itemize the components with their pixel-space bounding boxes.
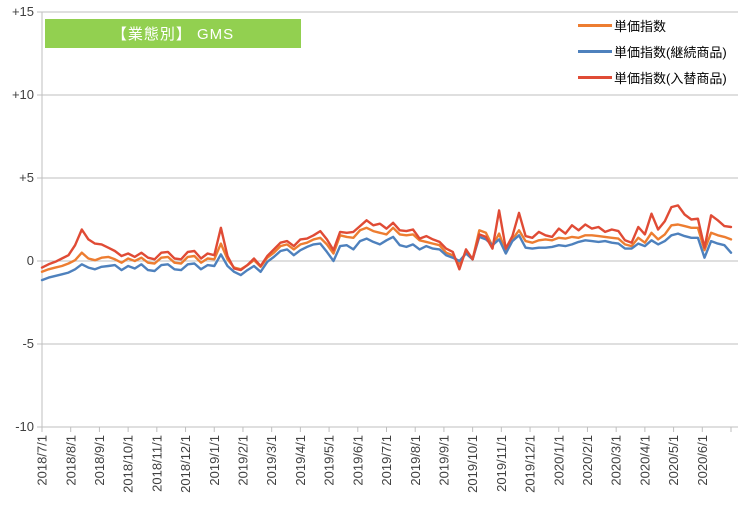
x-tick-label: 2020/1/1 xyxy=(551,435,566,486)
x-tick-label: 2019/9/1 xyxy=(436,435,451,486)
legend-line-swatch-blue xyxy=(578,50,612,53)
legend-label: 単価指数(入替商品) xyxy=(614,71,727,86)
x-tick-label: 2019/8/1 xyxy=(408,435,423,486)
y-tick-label: 0 xyxy=(27,253,34,268)
series-line-1 xyxy=(40,232,733,282)
series-line-2 xyxy=(40,204,733,272)
x-tick-label: 2018/8/1 xyxy=(63,435,78,486)
x-tick-label: 2020/5/1 xyxy=(666,435,681,486)
legend-label: 単価指数 xyxy=(614,19,667,34)
x-tick-label: 2019/5/1 xyxy=(322,435,337,486)
x-tick-label: 2020/6/1 xyxy=(695,435,710,486)
legend-label: 単価指数(継続商品) xyxy=(614,45,727,60)
legend-line-swatch-orange xyxy=(578,24,612,27)
x-tick-label: 2018/12/1 xyxy=(178,435,193,493)
chart-title-badge: 【業態別】 GMS xyxy=(45,19,301,48)
x-tick-label: 2019/1/1 xyxy=(207,435,222,486)
x-tick-label: 2019/10/1 xyxy=(465,435,480,493)
y-tick-label: +15 xyxy=(12,4,34,19)
x-tick-label: 2018/11/1 xyxy=(149,435,164,492)
legend-line-swatch-red xyxy=(578,76,612,79)
y-tick-label: +5 xyxy=(19,170,34,185)
y-tick-label: -5 xyxy=(22,336,34,351)
legend-item-irekae-shouhin: 単価指数(入替商品) xyxy=(578,70,727,86)
legend-item-keizoku-shouhin: 単価指数(継続商品) xyxy=(578,44,727,60)
x-tick-label: 2019/3/1 xyxy=(264,435,279,486)
x-tick-label: 2018/10/1 xyxy=(121,435,136,493)
chart-legend: 単価指数 単価指数(継続商品) 単価指数(入替商品) xyxy=(578,18,727,86)
x-tick-label: 2019/12/1 xyxy=(523,435,538,493)
chart-title-text: 【業態別】 GMS xyxy=(111,26,235,43)
x-tick-label: 2019/2/1 xyxy=(236,435,251,486)
x-tick-label: 2018/9/1 xyxy=(92,435,107,486)
legend-item-tanka-shisuu: 単価指数 xyxy=(578,18,727,34)
y-tick-label: +10 xyxy=(12,87,34,102)
series-line-0 xyxy=(40,223,733,273)
x-tick-label: 2019/11/1 xyxy=(494,435,509,492)
x-tick-label: 2019/7/1 xyxy=(379,435,394,486)
x-tick-label: 2019/4/1 xyxy=(293,435,308,486)
x-tick-label: 2019/6/1 xyxy=(350,435,365,486)
x-tick-label: 2020/4/1 xyxy=(637,435,652,486)
y-tick-label: -10 xyxy=(15,419,34,434)
x-tick-label: 2018/7/1 xyxy=(35,435,50,486)
x-tick-label: 2020/3/1 xyxy=(609,435,624,486)
x-tick-label: 2020/2/1 xyxy=(580,435,595,486)
